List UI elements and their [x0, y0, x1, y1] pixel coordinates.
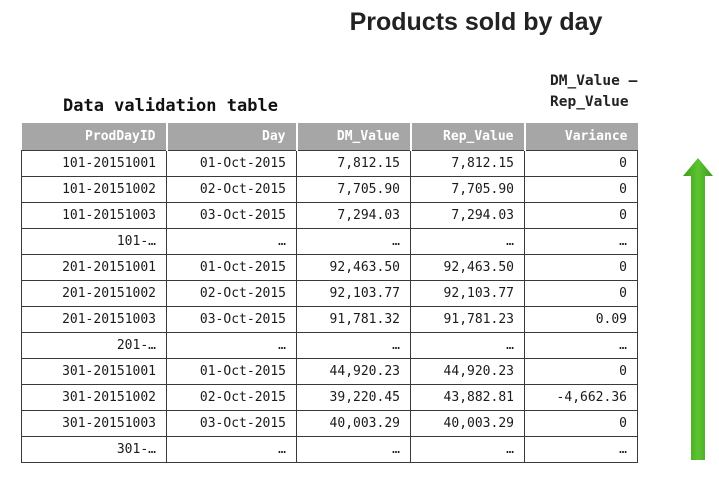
cell-dm-value: 44,920.23 [296, 358, 411, 385]
cell-day: 02-Oct-2015 [166, 384, 297, 411]
cell-rep-value: 92,463.50 [410, 254, 525, 281]
cell-variance: 0 [524, 254, 638, 281]
cell-prod-day-id: 201-… [21, 332, 167, 359]
up-arrow-icon [683, 158, 713, 460]
cell-variance: 0 [524, 280, 638, 307]
cell-day: 03-Oct-2015 [166, 202, 297, 229]
cell-day: 01-Oct-2015 [166, 150, 297, 177]
cell-dm-value: … [296, 332, 411, 359]
validation-table: ProdDayID Day DM_Value Rep_Value Varianc… [21, 123, 638, 463]
cell-dm-value: 40,003.29 [296, 410, 411, 437]
cell-variance: -4,662.36 [524, 384, 638, 411]
cell-variance: … [524, 332, 638, 359]
header-day: Day [166, 123, 298, 151]
cell-day: 01-Oct-2015 [166, 358, 297, 385]
cell-rep-value: 7,294.03 [410, 202, 525, 229]
cell-rep-value: 7,812.15 [410, 150, 525, 177]
cell-day: … [166, 228, 297, 255]
cell-rep-value: … [410, 332, 525, 359]
cell-rep-value: 7,705.90 [410, 176, 525, 203]
table-row: 201-20151003 03-Oct-2015 91,781.32 91,781.2… [21, 306, 638, 333]
cell-day: 02-Oct-2015 [166, 176, 297, 203]
cell-day: … [166, 436, 297, 463]
cell-dm-value: 7,812.15 [296, 150, 411, 177]
cell-dm-value: 91,781.32 [296, 306, 411, 333]
table-row: 201-20151001 01-Oct-2015 92,463.50 92,463.5… [21, 254, 638, 281]
table-row: 301-…………… [21, 436, 638, 463]
table-row: 101-20151003 03-Oct-2015 7,294.03 7,294.03 0 [21, 202, 638, 229]
cell-rep-value: … [410, 228, 525, 255]
cell-prod-day-id: 101-20151001 [21, 150, 167, 177]
formula-line-2: Rep_Value [550, 94, 629, 110]
cell-prod-day-id: 201-20151002 [21, 280, 167, 307]
cell-rep-value: 40,003.29 [410, 410, 525, 437]
header-dm-value: DM_Value [296, 123, 412, 151]
cell-prod-day-id: 101-20151002 [21, 176, 167, 203]
table-row: 101-20151001 01-Oct-2015 7,812.15 7,812.15 0 [21, 150, 638, 177]
table-row: 301-20151003 03-Oct-2015 40,003.29 40,003.2… [21, 410, 638, 437]
cell-day: 02-Oct-2015 [166, 280, 297, 307]
table-row: 201-20151002 02-Oct-2015 92,103.77 92,103.7… [21, 280, 638, 307]
cell-prod-day-id: 201-20151003 [21, 306, 167, 333]
cell-dm-value: … [296, 228, 411, 255]
cell-variance: 0.09 [524, 306, 638, 333]
cell-variance: 0 [524, 410, 638, 437]
cell-prod-day-id: 301-20151001 [21, 358, 167, 385]
header-rep-value: Rep_Value [410, 123, 526, 151]
cell-prod-day-id: 301-… [21, 436, 167, 463]
cell-day: … [166, 332, 297, 359]
cell-variance: … [524, 436, 638, 463]
table-header-row: ProdDayID Day DM_Value Rep_Value Varianc… [21, 123, 638, 151]
cell-variance: 0 [524, 150, 638, 177]
formula-line-1: DM_Value – [550, 73, 638, 89]
cell-variance: 0 [524, 176, 638, 203]
cell-rep-value: … [410, 436, 525, 463]
cell-day: 03-Oct-2015 [166, 306, 297, 333]
table-row: 301-20151001 01-Oct-2015 44,920.23 44,920.2… [21, 358, 638, 385]
cell-prod-day-id: 301-20151002 [21, 384, 167, 411]
cell-rep-value: 43,882.81 [410, 384, 525, 411]
page-title: Products sold by day [349, 8, 603, 36]
cell-variance: 0 [524, 358, 638, 385]
cell-dm-value: 7,705.90 [296, 176, 411, 203]
cell-rep-value: 92,103.77 [410, 280, 525, 307]
table-title: Data validation table [63, 96, 278, 116]
cell-dm-value: 7,294.03 [296, 202, 411, 229]
cell-dm-value: 39,220.45 [296, 384, 411, 411]
header-prod-day-id: ProdDayID [21, 123, 168, 151]
cell-dm-value: 92,103.77 [296, 280, 411, 307]
cell-day: 01-Oct-2015 [166, 254, 297, 281]
cell-variance: 0 [524, 202, 638, 229]
table-row: 101-…………… [21, 228, 638, 255]
table-row: 201-…………… [21, 332, 638, 359]
cell-dm-value: 92,463.50 [296, 254, 411, 281]
cell-prod-day-id: 201-20151001 [21, 254, 167, 281]
cell-rep-value: 91,781.23 [410, 306, 525, 333]
cell-prod-day-id: 301-20151003 [21, 410, 167, 437]
table-row: 301-20151002 02-Oct-2015 39,220.45 43,882.8… [21, 384, 638, 411]
variance-formula: DM_Value – Rep_Value [550, 71, 637, 113]
cell-dm-value: … [296, 436, 411, 463]
cell-rep-value: 44,920.23 [410, 358, 525, 385]
cell-prod-day-id: 101-… [21, 228, 167, 255]
header-variance: Variance [524, 123, 638, 151]
cell-prod-day-id: 101-20151003 [21, 202, 167, 229]
cell-day: 03-Oct-2015 [166, 410, 297, 437]
table-row: 101-20151002 02-Oct-2015 7,705.90 7,705.90 0 [21, 176, 638, 203]
cell-variance: … [524, 228, 638, 255]
